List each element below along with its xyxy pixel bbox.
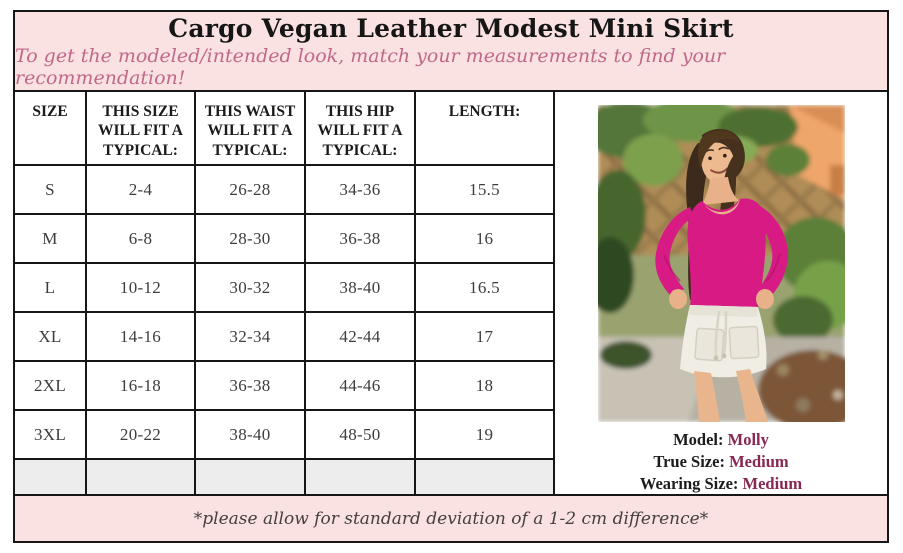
- cell-length: 16: [414, 213, 555, 265]
- cell-length: 15.5: [414, 164, 555, 216]
- cell-size: 2XL: [15, 360, 87, 412]
- cell-fit: 14-16: [85, 311, 196, 363]
- cell-waist: 38-40: [194, 409, 306, 461]
- cell-waist: 32-34: [194, 311, 306, 363]
- column-header-length: LENGTH:: [414, 92, 555, 167]
- wearing-size-label: Wearing Size:: [639, 474, 743, 493]
- product-title: Cargo Vegan Leather Modest Mini Skirt: [168, 13, 734, 43]
- column-header-hip: THIS HIP WILL FIT A TYPICAL:: [304, 92, 416, 167]
- deviation-footnote: *please allow for standard deviation of …: [193, 508, 709, 529]
- empty-cell: [85, 458, 196, 494]
- cell-length: 16.5: [414, 262, 555, 314]
- column-header-dress-size: THIS SIZE WILL FIT A TYPICAL:: [85, 92, 196, 167]
- model-photo: [597, 105, 845, 422]
- cell-fit: 6-8: [85, 213, 196, 265]
- cell-length: 19: [414, 409, 555, 461]
- model-name-line: Model: Molly: [640, 429, 802, 451]
- cell-fit: 2-4: [85, 164, 196, 216]
- cell-hip: 42-44: [304, 311, 416, 363]
- size-chart-table: SIZE THIS SIZE WILL FIT A TYPICAL: THIS …: [15, 92, 555, 494]
- cell-hip: 34-36: [304, 164, 416, 216]
- model-name-value: Molly: [727, 430, 769, 449]
- model-figure: [654, 128, 788, 422]
- cell-size: XL: [15, 311, 87, 363]
- true-size-label: True Size:: [653, 452, 730, 471]
- column-header-size: SIZE: [15, 92, 87, 167]
- table-row-xl: XL 14-16 32-34 42-44 17: [15, 311, 555, 363]
- empty-cell: [304, 458, 416, 494]
- cell-hip: 36-38: [304, 213, 416, 265]
- cell-hip: 48-50: [304, 409, 416, 461]
- cell-length: 18: [414, 360, 555, 412]
- table-empty-row: [15, 458, 555, 494]
- cell-hip: 38-40: [304, 262, 416, 314]
- column-header-waist: THIS WAIST WILL FIT A TYPICAL:: [194, 92, 306, 167]
- cell-size: 3XL: [15, 409, 87, 461]
- true-size-line: True Size: Medium: [640, 451, 802, 473]
- wearing-size-line: Wearing Size: Medium: [640, 473, 802, 494]
- empty-cell: [414, 458, 555, 494]
- fit-instruction-subtitle: To get the modeled/intended look, match …: [15, 44, 726, 89]
- cell-waist: 26-28: [194, 164, 306, 216]
- table-row-m: M 6-8 28-30 36-38 16: [15, 213, 555, 265]
- cell-size: L: [15, 262, 87, 314]
- empty-cell: [15, 458, 87, 494]
- cell-fit: 20-22: [85, 409, 196, 461]
- cell-size: S: [15, 164, 87, 216]
- true-size-value: Medium: [729, 452, 789, 471]
- header-banner: Cargo Vegan Leather Modest Mini Skirt To…: [15, 12, 887, 92]
- wearing-size-value: Medium: [742, 474, 803, 493]
- model-label: Model:: [673, 430, 728, 449]
- table-row-2xl: 2XL 16-18 36-38 44-46 18: [15, 360, 555, 412]
- footer-banner: *please allow for standard deviation of …: [15, 494, 887, 541]
- cell-length: 17: [414, 311, 555, 363]
- cell-fit: 10-12: [85, 262, 196, 314]
- cell-waist: 30-32: [194, 262, 306, 314]
- size-chart-card: Cargo Vegan Leather Modest Mini Skirt To…: [13, 10, 889, 543]
- model-photo-section: Model: Molly True Size: Medium Wearing S…: [555, 92, 887, 494]
- cell-waist: 28-30: [194, 213, 306, 265]
- cell-size: M: [15, 213, 87, 265]
- cell-fit: 16-18: [85, 360, 196, 412]
- table-row-3xl: 3XL 20-22 38-40 48-50 19: [15, 409, 555, 461]
- table-header-row: SIZE THIS SIZE WILL FIT A TYPICAL: THIS …: [15, 92, 555, 167]
- empty-cell: [194, 458, 306, 494]
- cell-waist: 36-38: [194, 360, 306, 412]
- table-row-l: L 10-12 30-32 38-40 16.5: [15, 262, 555, 314]
- table-row-s: S 2-4 26-28 34-36 15.5: [15, 164, 555, 216]
- main-content: SIZE THIS SIZE WILL FIT A TYPICAL: THIS …: [15, 92, 887, 494]
- model-info: Model: Molly True Size: Medium Wearing S…: [640, 429, 802, 494]
- cell-hip: 44-46: [304, 360, 416, 412]
